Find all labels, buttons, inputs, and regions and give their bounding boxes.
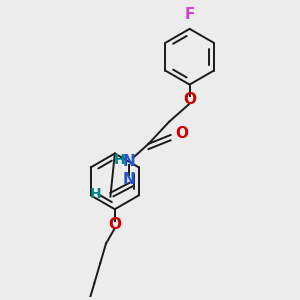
Text: O: O	[183, 92, 196, 107]
Text: F: F	[184, 7, 195, 22]
Text: O: O	[175, 126, 188, 141]
Text: O: O	[108, 217, 121, 232]
Text: H: H	[90, 187, 102, 201]
Text: H: H	[113, 153, 125, 167]
Text: N: N	[123, 172, 136, 187]
Text: N: N	[123, 154, 136, 169]
